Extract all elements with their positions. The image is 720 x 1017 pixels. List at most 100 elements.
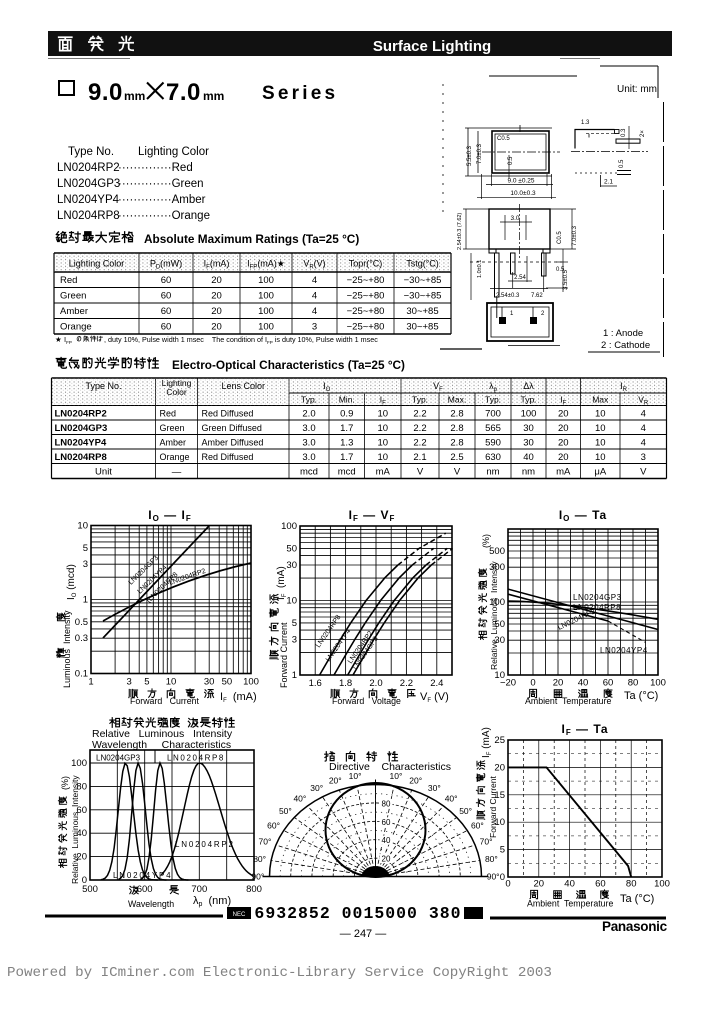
svg-text:2.0: 2.0 bbox=[302, 409, 315, 420]
svg-text:Unit: mm: Unit: mm bbox=[617, 84, 657, 95]
svg-text:−30~+85: −30~+85 bbox=[404, 275, 442, 286]
svg-text:60°: 60° bbox=[471, 820, 484, 830]
svg-text:Red: Red bbox=[60, 275, 77, 286]
svg-text:Color: Color bbox=[166, 387, 186, 397]
svg-text:mA: mA bbox=[556, 467, 571, 478]
svg-text:30~+85: 30~+85 bbox=[406, 306, 438, 317]
svg-text:Red: Red bbox=[160, 409, 177, 419]
svg-text:nm: nm bbox=[486, 467, 499, 478]
svg-text:7.0±0.3: 7.0±0.3 bbox=[477, 143, 483, 164]
svg-text:Absolute Maximum Ratings (Ta=2: Absolute Maximum Ratings (Ta=25 °C) bbox=[144, 232, 359, 246]
svg-text:0.3: 0.3 bbox=[621, 128, 627, 137]
svg-text:70°: 70° bbox=[480, 837, 493, 847]
svg-text:Typ.: Typ. bbox=[412, 395, 428, 405]
svg-text:Min.: Min. bbox=[339, 395, 355, 405]
svg-text:20: 20 bbox=[558, 423, 569, 434]
svg-text:30: 30 bbox=[523, 423, 534, 434]
svg-text:IF: IF bbox=[560, 395, 566, 407]
svg-text:··············Red: ··············Red bbox=[118, 162, 193, 174]
svg-text:0.9: 0.9 bbox=[340, 409, 353, 420]
svg-text:50°: 50° bbox=[459, 806, 472, 816]
svg-text:Relative Luminous Intensity: Relative Luminous Intensity bbox=[70, 775, 80, 884]
svg-text:4: 4 bbox=[641, 409, 646, 420]
svg-text:V: V bbox=[417, 467, 424, 478]
svg-text:Directive Characteristics: Directive Characteristics bbox=[329, 761, 451, 773]
svg-text:50°: 50° bbox=[279, 806, 292, 816]
svg-text:60°: 60° bbox=[267, 820, 280, 830]
svg-text:0.1: 0.1 bbox=[75, 669, 88, 680]
svg-text:IO — Ta: IO — Ta bbox=[559, 508, 607, 523]
svg-text:1.7: 1.7 bbox=[340, 452, 353, 463]
svg-text:Green Diffused: Green Diffused bbox=[202, 423, 262, 433]
svg-text:Series: Series bbox=[262, 83, 338, 104]
svg-text:80: 80 bbox=[76, 781, 87, 792]
svg-text:Typ.: Typ. bbox=[520, 395, 536, 405]
svg-text:80: 80 bbox=[626, 879, 637, 890]
svg-text:50: 50 bbox=[286, 543, 297, 554]
svg-text:20: 20 bbox=[211, 291, 222, 302]
svg-text:2.54±0.3: 2.54±0.3 bbox=[496, 293, 520, 299]
svg-text:Orange: Orange bbox=[60, 322, 92, 333]
svg-text:Unit: Unit bbox=[95, 467, 112, 478]
svg-text:500: 500 bbox=[489, 546, 505, 557]
svg-text:4: 4 bbox=[641, 438, 646, 449]
svg-text:IF (mA): IF (mA) bbox=[481, 727, 493, 758]
svg-text:Ambient Temperature: Ambient Temperature bbox=[527, 899, 613, 909]
svg-text:LN0204YP4: LN0204YP4 bbox=[55, 438, 107, 449]
svg-text:7.62: 7.62 bbox=[531, 293, 543, 299]
svg-text:1.6: 1.6 bbox=[309, 678, 322, 689]
svg-text:Electro-Optical Characteristic: Electro-Optical Characteristics (Ta=25 °… bbox=[172, 358, 405, 372]
svg-text:Lighting Color: Lighting Color bbox=[138, 146, 209, 158]
svg-text:3.0: 3.0 bbox=[510, 215, 519, 222]
svg-text:10: 10 bbox=[377, 452, 388, 463]
svg-text:IFP: IFP bbox=[64, 335, 72, 345]
svg-text:0: 0 bbox=[505, 879, 510, 890]
svg-text:Typ.: Typ. bbox=[485, 395, 501, 405]
svg-text:80: 80 bbox=[382, 799, 391, 808]
svg-text:Forward Current: Forward Current bbox=[130, 696, 199, 706]
svg-text:25: 25 bbox=[494, 735, 505, 746]
svg-text:3.0: 3.0 bbox=[302, 452, 315, 463]
svg-text:Luminous Intensity: Luminous Intensity bbox=[62, 610, 72, 688]
svg-text:10: 10 bbox=[77, 521, 88, 532]
svg-text:30°: 30° bbox=[310, 783, 323, 793]
svg-text:1.0±0.1: 1.0±0.1 bbox=[477, 260, 483, 278]
svg-text:10: 10 bbox=[595, 423, 606, 434]
svg-text:2.2: 2.2 bbox=[413, 423, 426, 434]
svg-text:0: 0 bbox=[500, 872, 505, 883]
svg-text:, duty 10%, Pulse width 1 msec: , duty 10%, Pulse width 1 msec The condi… bbox=[104, 335, 378, 345]
svg-text:10: 10 bbox=[377, 438, 388, 449]
svg-text:IF — Ta: IF — Ta bbox=[561, 722, 608, 737]
svg-text:20: 20 bbox=[558, 438, 569, 449]
svg-text:Orange: Orange bbox=[160, 452, 190, 462]
svg-text:0.5: 0.5 bbox=[508, 156, 514, 165]
svg-text:2.8: 2.8 bbox=[450, 438, 463, 449]
svg-text:3.0: 3.0 bbox=[302, 438, 315, 449]
svg-text:100: 100 bbox=[489, 597, 505, 608]
svg-text:IO: IO bbox=[323, 381, 331, 393]
svg-text:— 247 —: — 247 — bbox=[340, 928, 386, 940]
svg-text:4: 4 bbox=[312, 291, 317, 302]
svg-text:2.4: 2.4 bbox=[430, 678, 443, 689]
svg-text:LN0204RP2: LN0204RP2 bbox=[57, 162, 120, 174]
svg-text:··············Orange: ··············Orange bbox=[118, 210, 210, 222]
svg-text:20: 20 bbox=[76, 852, 87, 863]
svg-text:VF: VF bbox=[433, 381, 443, 393]
svg-text:90°: 90° bbox=[487, 872, 500, 882]
svg-text:−20: −20 bbox=[500, 678, 516, 689]
svg-text:700: 700 bbox=[191, 884, 207, 895]
svg-text:VR: VR bbox=[638, 395, 649, 407]
svg-text:90°: 90° bbox=[251, 872, 264, 882]
svg-text:nm: nm bbox=[522, 467, 535, 478]
svg-text:0.5: 0.5 bbox=[556, 267, 565, 273]
svg-text:5: 5 bbox=[500, 845, 505, 856]
svg-text:2.2: 2.2 bbox=[400, 678, 413, 689]
svg-text:100: 100 bbox=[243, 677, 259, 688]
svg-text:100: 100 bbox=[650, 678, 666, 689]
svg-text:μA: μA bbox=[594, 467, 606, 478]
svg-text:mm: mm bbox=[203, 89, 224, 103]
svg-text:Δλ: Δλ bbox=[523, 381, 534, 391]
svg-text:1.3: 1.3 bbox=[581, 120, 590, 126]
svg-text:Ta (°C): Ta (°C) bbox=[620, 893, 654, 905]
svg-text:−25~+80: −25~+80 bbox=[347, 306, 385, 317]
